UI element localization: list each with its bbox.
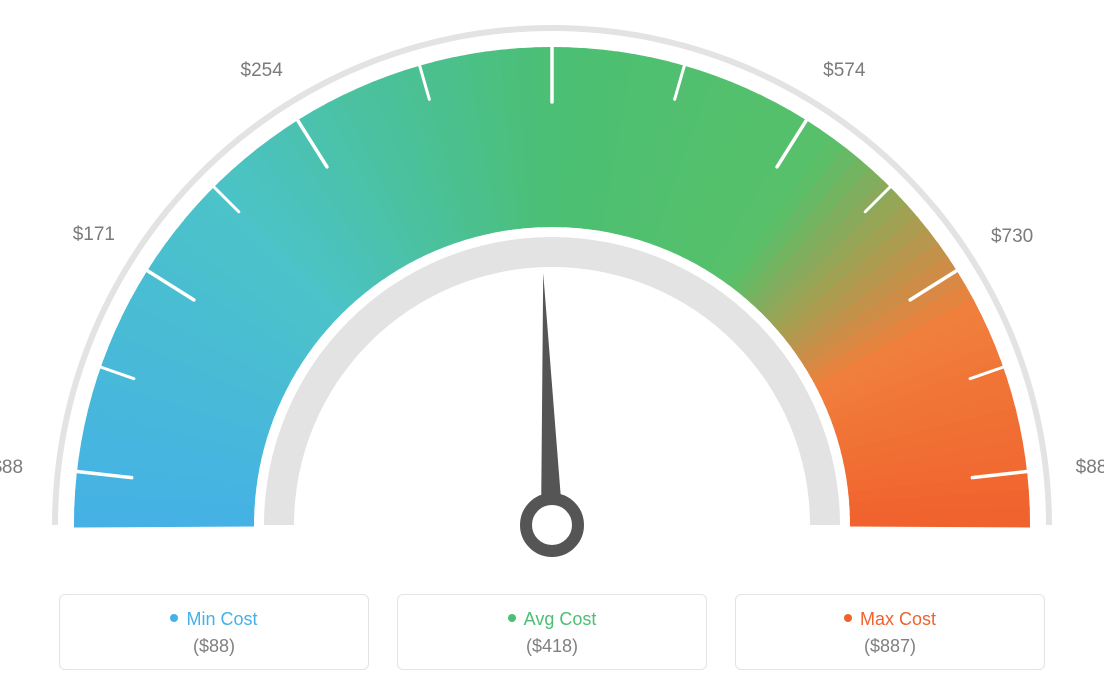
gauge: $88 $171 $254 $418 $574 $730 $887: [0, 0, 1104, 560]
legend-dot-icon: [508, 614, 516, 622]
gauge-tick-label: $574: [823, 60, 865, 82]
legend-title-text: Avg Cost: [524, 609, 597, 629]
gauge-tick-label: $171: [73, 224, 115, 246]
legend-card: Min Cost ($88): [59, 594, 369, 670]
legend-title: Max Cost: [736, 609, 1044, 630]
legend-value: ($418): [398, 636, 706, 657]
legend-title-text: Min Cost: [186, 609, 257, 629]
gauge-tick-label: $887: [1076, 457, 1104, 479]
legend-card: Avg Cost ($418): [397, 594, 707, 670]
legend-title: Min Cost: [60, 609, 368, 630]
legend-row: Min Cost ($88) Avg Cost ($418) Max Cost ($887…: [0, 594, 1104, 670]
legend-dot-icon: [844, 614, 852, 622]
legend-dot-icon: [170, 614, 178, 622]
chart-container: $88 $171 $254 $418 $574 $730 $887 Min Cost ($88…: [0, 0, 1104, 690]
gauge-svg: [0, 0, 1104, 560]
gauge-tick-label: $88: [0, 457, 23, 479]
legend-card: Max Cost ($887): [735, 594, 1045, 670]
legend-title-text: Max Cost: [860, 609, 936, 629]
gauge-tick-label: $730: [991, 226, 1033, 248]
gauge-tick-label: $254: [241, 60, 283, 82]
legend-title: Avg Cost: [398, 609, 706, 630]
gauge-tick-label: $418: [531, 0, 573, 2]
legend-value: ($887): [736, 636, 1044, 657]
legend-value: ($88): [60, 636, 368, 657]
